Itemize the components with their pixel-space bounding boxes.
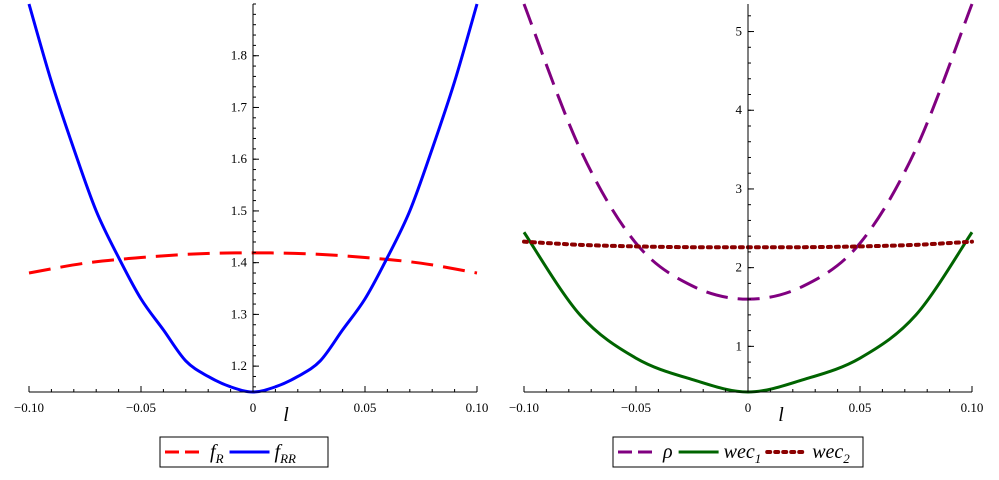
legend-label-1: ρ (662, 441, 673, 463)
x-tick-label: 0.10 (961, 400, 984, 415)
x-tick-label: 0.05 (354, 400, 377, 415)
y-tick-label: 1.2 (231, 358, 247, 373)
y-tick-label: 1.5 (231, 203, 247, 218)
legend-box (612, 436, 864, 468)
x-axis-title: l (283, 404, 289, 426)
y-tick-label: 1.6 (231, 151, 248, 166)
x-tick-label: 0 (250, 400, 257, 415)
y-tick-label: 1.8 (231, 48, 247, 63)
x-tick-label: 0.05 (849, 400, 872, 415)
y-tick-label: 2 (736, 260, 743, 275)
y-tick-label: 4 (736, 102, 743, 117)
y-tick-label: 5 (736, 24, 743, 39)
right-chart-panel: −0.10 −0.05 0 0.05 0.10 1 2 3 4 5 l ρ wec1 wec2 (509, 3, 984, 468)
x-axis-title: l (778, 404, 784, 426)
legend: fR fRR (159, 436, 329, 468)
x-tick-label: −0.05 (126, 400, 156, 415)
y-tick-label: 1.3 (231, 306, 247, 321)
x-tick-label: −0.10 (14, 400, 44, 415)
y-tick-label: 1 (736, 338, 743, 353)
y-tick-label: 1.4 (231, 255, 248, 270)
x-tick-label: 0.10 (466, 400, 489, 415)
y-tick-label: 1.7 (231, 99, 248, 114)
left-chart-panel: −0.10 −0.05 0 0.05 0.10 1.2 1.3 1.4 1.5 1.6 1.7 1.8… (14, 3, 489, 468)
x-tick-label: −0.05 (621, 400, 651, 415)
x-tick-label: 0 (745, 400, 752, 415)
y-tick-label: 3 (736, 181, 743, 196)
x-tick-label: −0.10 (509, 400, 539, 415)
legend: ρ wec1 wec2 (612, 436, 864, 468)
